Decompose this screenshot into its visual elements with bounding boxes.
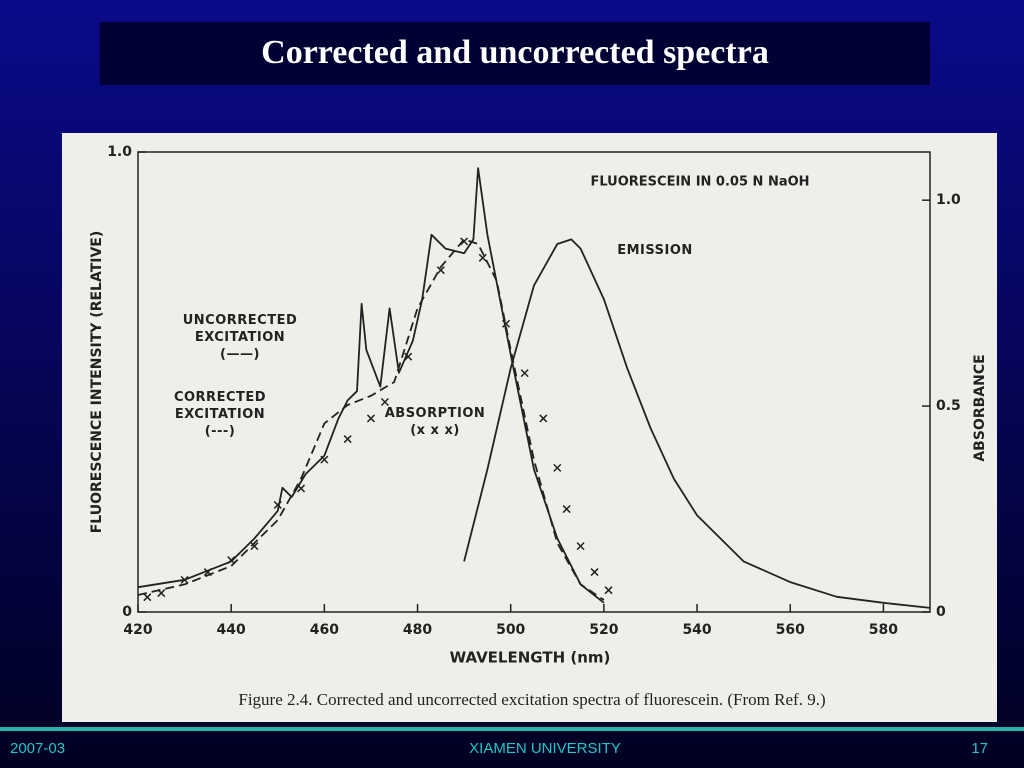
annotation-absorption: ABSORPTION (x x x)	[375, 405, 495, 439]
footer-org: XIAMEN UNIVERSITY	[469, 740, 621, 757]
series-name: EMISSION	[617, 243, 693, 258]
absorption-marker	[380, 397, 389, 407]
absorption-marker	[502, 319, 511, 328]
series-line	[137, 167, 605, 604]
plot-frame	[137, 151, 931, 613]
absorption-marker	[157, 589, 166, 598]
x-tick-label: 480	[403, 622, 432, 638]
absorption-marker	[590, 568, 599, 577]
x-tick-label: 520	[589, 622, 618, 638]
footer-date: 2007-03	[10, 740, 65, 757]
absorption-marker	[478, 253, 487, 262]
absorption-marker	[576, 542, 585, 551]
annotation-corrected: CORRECTED EXCITATION (---)	[160, 389, 280, 440]
absorption-marker	[604, 586, 613, 595]
y2-tick-label: 0	[936, 604, 946, 620]
series-name: ABSORPTION	[384, 406, 486, 421]
x-tick-label: 420	[123, 622, 152, 638]
absorption-marker	[520, 369, 529, 378]
annotation-uncorrected: UNCORRECTED EXCITATION (——)	[165, 312, 315, 363]
absorption-marker	[404, 352, 413, 361]
absorption-marker	[143, 593, 152, 602]
annotation-emission: EMISSION	[600, 242, 710, 259]
absorption-marker	[227, 556, 236, 565]
x-tick-label: 580	[869, 622, 898, 638]
y-tick-label: 0	[122, 604, 132, 620]
absorption-marker	[436, 266, 445, 275]
figure-caption: Figure 2.4. Corrected and uncorrected ex…	[238, 690, 825, 709]
y-axis-label: FLUORESCENCE INTENSITY (RELATIVE)	[89, 231, 105, 534]
x-tick-label: 460	[310, 622, 339, 638]
figure-panel	[62, 133, 997, 722]
absorption-marker	[320, 455, 329, 464]
absorption-marker	[366, 414, 375, 423]
absorption-marker	[553, 463, 562, 472]
y2-tick-label: 0.5	[936, 398, 961, 414]
absorption-marker	[562, 505, 571, 514]
series-style: (x x x)	[410, 423, 460, 438]
footer-rule	[0, 727, 1024, 731]
absorption-marker	[343, 435, 352, 444]
absorption-marker	[250, 542, 259, 551]
title-box	[100, 22, 930, 85]
y-tick-label: 1.0	[107, 144, 132, 160]
series-name: UNCORRECTED EXCITATION	[182, 313, 298, 345]
slide-title: Corrected and uncorrected spectra	[261, 34, 769, 71]
series-name: CORRECTED EXCITATION	[173, 390, 267, 422]
series-style: (---)	[204, 424, 236, 439]
absorption-marker	[539, 414, 548, 423]
x-tick-label: 440	[217, 622, 246, 638]
y2-tick-label: 1.0	[936, 192, 961, 208]
absorption-marker	[460, 237, 469, 246]
chart-title: FLUORESCEIN IN 0.05 N NaOH	[590, 175, 809, 190]
series-line	[463, 238, 931, 609]
series-style: (——)	[220, 347, 260, 362]
footer-page: 17	[971, 740, 988, 757]
x-tick-label: 560	[776, 622, 805, 638]
x-tick-label: 500	[496, 622, 525, 638]
y2-axis-label: ABSORBANCE	[972, 354, 988, 461]
x-axis-label: WAVELENGTH (nm)	[450, 649, 611, 667]
absorption-marker	[297, 484, 306, 493]
absorption-marker	[180, 575, 189, 584]
absorption-marker	[273, 500, 282, 509]
absorption-marker	[203, 568, 212, 577]
x-tick-label: 540	[682, 622, 711, 638]
